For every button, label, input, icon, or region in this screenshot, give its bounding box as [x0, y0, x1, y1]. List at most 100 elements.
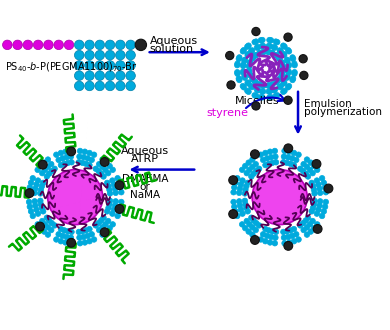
Circle shape	[277, 56, 282, 61]
Circle shape	[271, 87, 277, 93]
Circle shape	[322, 204, 328, 210]
Circle shape	[259, 43, 265, 49]
Circle shape	[292, 62, 297, 68]
Circle shape	[38, 187, 44, 193]
Circle shape	[280, 69, 285, 74]
Circle shape	[45, 225, 51, 230]
Circle shape	[113, 190, 119, 196]
Circle shape	[82, 240, 88, 245]
Circle shape	[42, 221, 48, 227]
Circle shape	[76, 229, 82, 235]
Circle shape	[103, 160, 109, 165]
Circle shape	[285, 84, 291, 90]
Circle shape	[69, 229, 74, 235]
Circle shape	[246, 81, 251, 86]
Circle shape	[103, 167, 108, 173]
Circle shape	[282, 241, 287, 246]
Circle shape	[281, 235, 287, 240]
Circle shape	[49, 220, 55, 226]
Circle shape	[317, 199, 323, 204]
Circle shape	[254, 168, 259, 174]
Circle shape	[105, 218, 111, 224]
Circle shape	[23, 40, 33, 50]
Circle shape	[316, 207, 321, 213]
Circle shape	[303, 218, 308, 223]
Circle shape	[54, 40, 64, 50]
Circle shape	[82, 149, 88, 154]
Circle shape	[239, 222, 245, 227]
Circle shape	[252, 79, 258, 84]
Circle shape	[44, 174, 50, 179]
Circle shape	[292, 61, 297, 66]
Circle shape	[52, 166, 57, 172]
Circle shape	[115, 40, 125, 50]
Text: solution: solution	[149, 44, 193, 54]
Circle shape	[292, 70, 297, 75]
Circle shape	[248, 73, 253, 78]
Circle shape	[74, 40, 84, 50]
Circle shape	[106, 183, 111, 189]
Circle shape	[63, 149, 68, 154]
Circle shape	[91, 237, 97, 242]
Circle shape	[107, 198, 113, 204]
Circle shape	[247, 221, 252, 227]
Circle shape	[27, 204, 32, 210]
Circle shape	[95, 81, 105, 91]
Circle shape	[246, 64, 252, 69]
Circle shape	[65, 229, 71, 234]
Circle shape	[80, 160, 85, 166]
Circle shape	[273, 80, 279, 85]
Circle shape	[33, 186, 38, 191]
Circle shape	[281, 81, 286, 86]
Circle shape	[274, 53, 280, 58]
Circle shape	[250, 164, 255, 170]
Circle shape	[281, 154, 287, 159]
Circle shape	[27, 185, 32, 190]
Circle shape	[67, 148, 73, 154]
Circle shape	[280, 89, 286, 94]
Circle shape	[25, 189, 34, 197]
Circle shape	[241, 62, 246, 67]
Circle shape	[314, 222, 320, 227]
Circle shape	[311, 202, 317, 207]
Circle shape	[250, 77, 256, 82]
Circle shape	[32, 199, 37, 204]
Circle shape	[290, 76, 296, 81]
Circle shape	[261, 43, 266, 49]
Circle shape	[234, 213, 240, 219]
Circle shape	[53, 237, 59, 242]
Circle shape	[248, 215, 254, 220]
Circle shape	[107, 187, 112, 193]
Circle shape	[245, 80, 250, 85]
Circle shape	[52, 223, 57, 228]
Circle shape	[314, 178, 320, 183]
Circle shape	[282, 80, 287, 85]
Circle shape	[252, 170, 307, 225]
Circle shape	[261, 83, 267, 88]
Circle shape	[272, 148, 278, 154]
Circle shape	[288, 228, 293, 233]
Circle shape	[105, 180, 110, 185]
Circle shape	[250, 232, 255, 237]
Circle shape	[278, 83, 284, 89]
Circle shape	[115, 61, 125, 70]
Circle shape	[321, 180, 326, 185]
Circle shape	[56, 232, 61, 237]
Circle shape	[268, 94, 274, 100]
Circle shape	[118, 204, 123, 210]
Circle shape	[232, 204, 237, 210]
Circle shape	[288, 161, 293, 167]
Circle shape	[85, 50, 94, 60]
Circle shape	[44, 40, 53, 50]
Circle shape	[284, 229, 290, 234]
Circle shape	[304, 232, 310, 237]
Circle shape	[253, 161, 259, 167]
Circle shape	[41, 209, 46, 214]
Circle shape	[48, 161, 54, 167]
Circle shape	[294, 232, 299, 237]
Circle shape	[246, 229, 252, 234]
Circle shape	[273, 229, 279, 235]
Circle shape	[310, 218, 316, 224]
Circle shape	[267, 240, 273, 245]
Circle shape	[119, 199, 124, 205]
